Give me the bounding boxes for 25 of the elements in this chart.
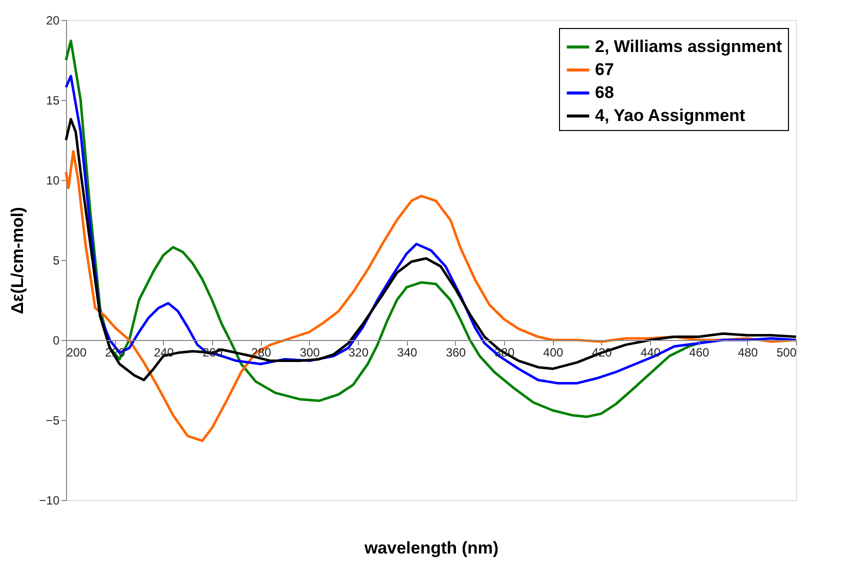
legend-label: 67 — [595, 60, 614, 79]
x-axis-title: wavelength (nm) — [363, 538, 499, 558]
x-tick-label: 460 — [689, 346, 710, 360]
x-tick-label: 340 — [397, 346, 418, 360]
y-tick-label: 15 — [46, 94, 60, 108]
x-tick-label: 480 — [738, 346, 758, 360]
legend-label: 2, Williams assignment — [595, 37, 782, 56]
y-tick-label: 0 — [52, 334, 60, 348]
y-axis-title: Δε(L/cm-mol) — [8, 206, 28, 314]
x-tick-label: 440 — [640, 346, 661, 360]
y-tick-label: 20 — [46, 14, 60, 28]
x-tick-label: 300 — [300, 346, 320, 360]
x-tick-label: 320 — [348, 346, 369, 360]
legend-label: 4, Yao Assignment — [595, 106, 746, 125]
y-tick-label: 5 — [52, 254, 60, 268]
y-tick-label: 10 — [46, 174, 60, 188]
x-tick-label: 500 — [776, 346, 797, 360]
line-series — [64, 150, 798, 442]
x-tick-label: 360 — [446, 346, 466, 360]
y-tick-label: −5 — [46, 414, 60, 428]
legend-label: 68 — [595, 83, 614, 102]
x-tick-label: 260 — [202, 346, 223, 360]
x-tick-label: 200 — [66, 346, 87, 360]
y-tick-label: −10 — [39, 494, 60, 508]
x-tick-label: 400 — [543, 346, 564, 360]
